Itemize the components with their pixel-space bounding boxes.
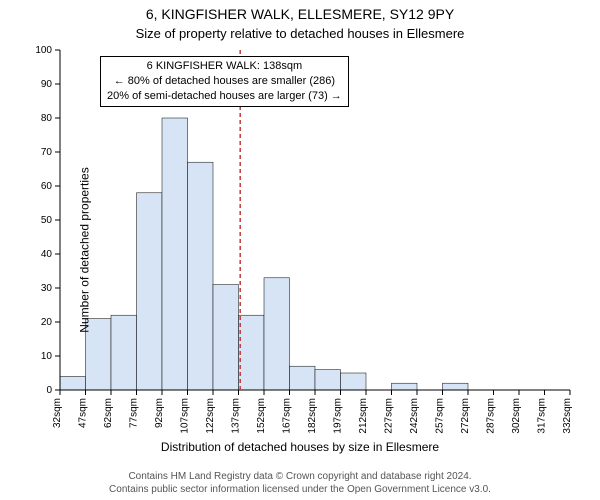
x-axis-label: Distribution of detached houses by size … — [0, 440, 600, 454]
x-tick-label: 47sqm — [78, 398, 89, 428]
histogram-bar — [443, 383, 469, 390]
histogram-bar — [188, 162, 214, 390]
x-tick-label: 317sqm — [537, 398, 548, 434]
histogram-bar — [213, 285, 239, 390]
y-tick-label: 40 — [41, 249, 53, 260]
histogram-bar — [137, 193, 163, 390]
histogram-bar — [315, 370, 341, 390]
histogram-bar — [341, 373, 367, 390]
annotation-line-1: 6 KINGFISHER WALK: 138sqm — [107, 59, 342, 74]
page-title: 6, KINGFISHER WALK, ELLESMERE, SY12 9PY — [0, 6, 600, 22]
x-tick-label: 302sqm — [511, 398, 522, 434]
annotation-line-3: 20% of semi-detached houses are larger (… — [107, 89, 342, 104]
footer-line-1: Contains HM Land Registry data © Crown c… — [0, 470, 600, 483]
x-tick-label: 92sqm — [154, 398, 165, 428]
histogram-bar — [392, 383, 418, 390]
y-tick-label: 70 — [41, 147, 53, 158]
y-tick-label: 30 — [41, 283, 53, 294]
x-tick-label: 287sqm — [486, 398, 497, 434]
footer-line-2: Contains public sector information licen… — [0, 483, 600, 496]
x-tick-label: 212sqm — [358, 398, 369, 434]
x-tick-label: 272sqm — [460, 398, 471, 434]
x-tick-label: 77sqm — [129, 398, 140, 428]
x-tick-label: 167sqm — [282, 398, 293, 434]
footer-attribution: Contains HM Land Registry data © Crown c… — [0, 470, 600, 496]
y-tick-label: 90 — [41, 79, 53, 90]
x-tick-label: 197sqm — [333, 398, 344, 434]
histogram-bar — [60, 376, 86, 390]
x-tick-label: 107sqm — [180, 398, 191, 434]
y-tick-label: 0 — [46, 385, 52, 396]
x-tick-label: 257sqm — [435, 398, 446, 434]
histogram-bar — [264, 278, 290, 390]
y-tick-label: 60 — [41, 181, 53, 192]
x-tick-label: 242sqm — [409, 398, 420, 434]
histogram-bar — [111, 315, 137, 390]
x-tick-label: 182sqm — [307, 398, 318, 434]
histogram-bar — [239, 315, 265, 390]
y-axis-label: Number of detached properties — [78, 167, 92, 332]
x-tick-label: 152sqm — [256, 398, 267, 434]
y-tick-label: 50 — [41, 215, 53, 226]
histogram-bar — [290, 366, 316, 390]
x-tick-label: 227sqm — [384, 398, 395, 434]
annotation-line-2: ← 80% of detached houses are smaller (28… — [107, 74, 342, 89]
annotation-box: 6 KINGFISHER WALK: 138sqm ← 80% of detac… — [100, 56, 349, 107]
y-tick-label: 10 — [41, 351, 53, 362]
y-tick-label: 20 — [41, 317, 53, 328]
chart-container: 6, KINGFISHER WALK, ELLESMERE, SY12 9PY … — [0, 0, 600, 500]
x-tick-label: 62sqm — [103, 398, 114, 428]
x-tick-label: 137sqm — [231, 398, 242, 434]
y-tick-label: 80 — [41, 113, 53, 124]
histogram-bar — [162, 118, 188, 390]
x-tick-label: 32sqm — [52, 398, 63, 428]
page-subtitle: Size of property relative to detached ho… — [0, 26, 600, 41]
y-tick-label: 100 — [35, 45, 52, 56]
x-tick-label: 332sqm — [562, 398, 573, 434]
x-tick-label: 122sqm — [205, 398, 216, 434]
